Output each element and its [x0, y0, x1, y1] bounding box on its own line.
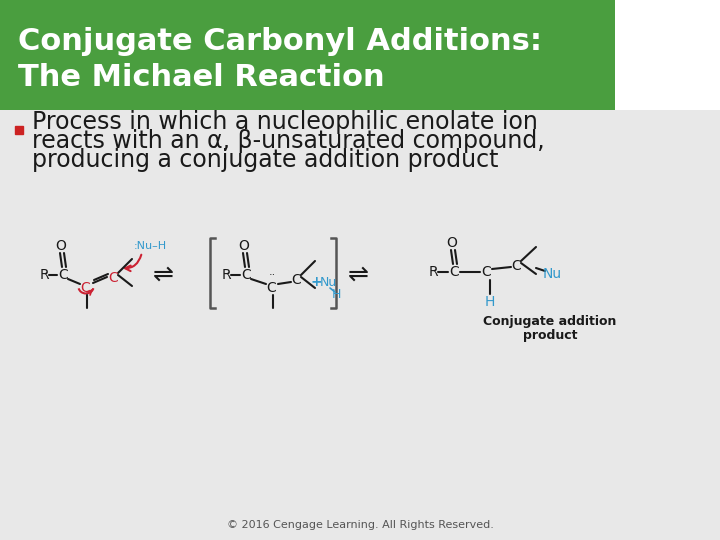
Text: :Nu–H: :Nu–H [133, 241, 166, 251]
Text: Process in which a nucleophilic enolate ion: Process in which a nucleophilic enolate … [32, 110, 538, 134]
Text: Nu: Nu [542, 267, 562, 281]
Text: R: R [39, 268, 49, 282]
Text: O: O [446, 236, 457, 250]
Text: C: C [291, 273, 301, 287]
Text: Nu: Nu [320, 275, 337, 288]
Text: C: C [481, 265, 491, 279]
Text: C: C [449, 265, 459, 279]
Text: Conjugate addition: Conjugate addition [483, 315, 617, 328]
Text: ··: ·· [269, 270, 276, 280]
FancyArrowPatch shape [125, 255, 141, 271]
Bar [615, 0, 720, 110]
Text: ⇌: ⇌ [153, 263, 174, 287]
Text: H: H [331, 287, 341, 300]
Text: © 2016 Cengage Learning. All Rights Reserved.: © 2016 Cengage Learning. All Rights Rese… [227, 520, 493, 530]
Text: reacts with an α, β-unsaturated compound,: reacts with an α, β-unsaturated compound… [32, 129, 544, 153]
Text: product: product [523, 328, 577, 341]
Text: C: C [80, 281, 90, 295]
Text: H: H [485, 295, 495, 309]
Text: O: O [55, 239, 66, 253]
Text: R: R [221, 268, 231, 282]
Text: C: C [241, 268, 251, 282]
Text: O: O [238, 239, 249, 253]
Text: The Michael Reaction: The Michael Reaction [18, 63, 384, 91]
Text: C: C [511, 259, 521, 273]
Text: ⇌: ⇌ [348, 263, 369, 287]
Text: R: R [428, 265, 438, 279]
Text: Conjugate Carbonyl Additions:: Conjugate Carbonyl Additions: [18, 28, 542, 57]
Text: +: + [310, 275, 322, 289]
Bar [0, 0, 720, 110]
Text: C: C [58, 268, 68, 282]
Text: producing a conjugate addition product: producing a conjugate addition product [32, 148, 498, 172]
Text: C: C [108, 271, 118, 285]
Text: C: C [266, 281, 276, 295]
